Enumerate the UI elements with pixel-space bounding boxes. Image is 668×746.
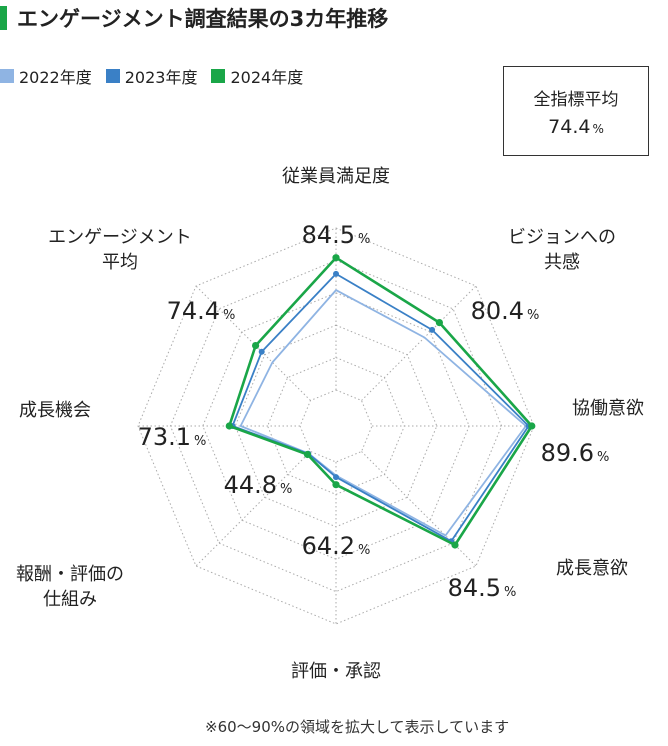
value-label-unit-6: % xyxy=(194,434,206,449)
grid-ring-4 xyxy=(169,259,503,593)
axis-label-7: エンゲージメント xyxy=(48,227,192,248)
legend-swatch-2023 xyxy=(105,69,120,83)
series-point-2023年度-0 xyxy=(333,270,339,277)
title-text: エンゲージメント調査結果の3カ年推移 xyxy=(17,7,389,31)
legend-item-2022: 2022年度 xyxy=(0,64,92,88)
axis-label-2: 協働意欲 xyxy=(572,398,644,419)
value-label-unit-1: % xyxy=(527,308,539,323)
series-point-2024年度-5 xyxy=(303,450,312,459)
legend-swatch-2022 xyxy=(0,69,14,83)
value-label-unit-7: % xyxy=(223,308,235,323)
legend-swatch-2024 xyxy=(211,69,226,83)
value-label-2: 89.6% xyxy=(541,439,610,467)
value-label-unit-2: % xyxy=(597,450,609,465)
grid-spoke-1 xyxy=(361,285,477,401)
value-label-unit-0: % xyxy=(358,232,370,247)
series-point-2024年度-0 xyxy=(332,254,340,262)
axis-label-5: 報酬・評価の xyxy=(16,564,124,585)
value-label-3: 84.5% xyxy=(448,574,517,602)
value-label-number-6: 73.1 xyxy=(138,423,191,451)
overall-average-unit: % xyxy=(592,122,604,136)
axis-label-3: 成長意欲 xyxy=(556,558,628,579)
series-point-2024年度-7 xyxy=(252,342,260,350)
series-point-2024年度-6 xyxy=(225,422,233,430)
overall-average-value: 74.4 xyxy=(548,116,591,138)
grid-ring-0 xyxy=(299,389,373,463)
overall-average-box: 全指標平均 74.4% xyxy=(503,66,649,156)
value-label-unit-4: % xyxy=(358,543,370,558)
series-point-2024年度-4 xyxy=(332,481,340,489)
value-label-0: 84.5% xyxy=(302,221,371,249)
series-point-2024年度-3 xyxy=(451,541,459,549)
axis-label-5-line2: 仕組み xyxy=(43,589,97,610)
legend-label-2024: 2024年度 xyxy=(230,68,304,87)
footnote: ※60～90%の領域を拡大して表示しています xyxy=(205,718,510,736)
value-label-6: 73.1% xyxy=(138,423,207,451)
value-label-unit-5: % xyxy=(280,482,292,497)
axis-label-4: 評価・承認 xyxy=(291,661,381,682)
legend-item-2023: 2023年度 xyxy=(105,64,198,88)
legend-item-2024: 2024年度 xyxy=(211,64,303,88)
series-point-2023年度-4 xyxy=(333,474,339,481)
legend-label-2022: 2022年度 xyxy=(19,68,92,87)
grid-ring-1 xyxy=(267,357,405,495)
value-label-4: 64.2% xyxy=(302,532,371,560)
series-point-2023年度-1 xyxy=(429,326,436,333)
value-label-unit-3: % xyxy=(504,585,516,600)
series-point-2024年度-2 xyxy=(528,422,536,430)
legend: 2022年度 2023年度 2024年度 xyxy=(0,64,317,88)
chart-title: エンゲージメント調査結果の3カ年推移 xyxy=(0,4,388,32)
legend-label-2023: 2023年度 xyxy=(124,68,198,87)
grid-spoke-5 xyxy=(195,451,311,567)
value-label-number-1: 80.4 xyxy=(471,297,524,325)
value-label-1: 80.4% xyxy=(471,297,540,325)
axis-label-7-line2: 平均 xyxy=(102,252,138,273)
value-label-number-3: 84.5 xyxy=(448,574,501,602)
overall-average-label: 全指標平均 xyxy=(533,90,619,110)
axis-label-1-line2: 共感 xyxy=(544,252,580,273)
grid-ring-5 xyxy=(137,227,535,625)
axis-label-1: ビジョンへの xyxy=(508,227,616,248)
value-label-number-2: 89.6 xyxy=(541,439,594,467)
value-label-number-5: 44.8 xyxy=(224,471,277,499)
series-point-2023年度-7 xyxy=(258,348,265,355)
axis-label-0: 従業員満足度 xyxy=(282,166,390,187)
value-label-5: 44.8% xyxy=(224,471,293,499)
axis-label-6: 成長機会 xyxy=(19,400,91,421)
series-line-2022年度 xyxy=(239,289,527,537)
value-label-number-7: 74.4 xyxy=(167,297,220,325)
value-label-7: 74.4% xyxy=(167,297,236,325)
value-label-number-0: 84.5 xyxy=(302,221,355,249)
grid-spoke-3 xyxy=(361,451,477,567)
overall-average-value-line: 74.4% xyxy=(504,116,648,138)
value-label-number-4: 64.2 xyxy=(302,532,355,560)
title-accent-bar xyxy=(0,6,7,30)
series-point-2024年度-1 xyxy=(435,319,443,327)
